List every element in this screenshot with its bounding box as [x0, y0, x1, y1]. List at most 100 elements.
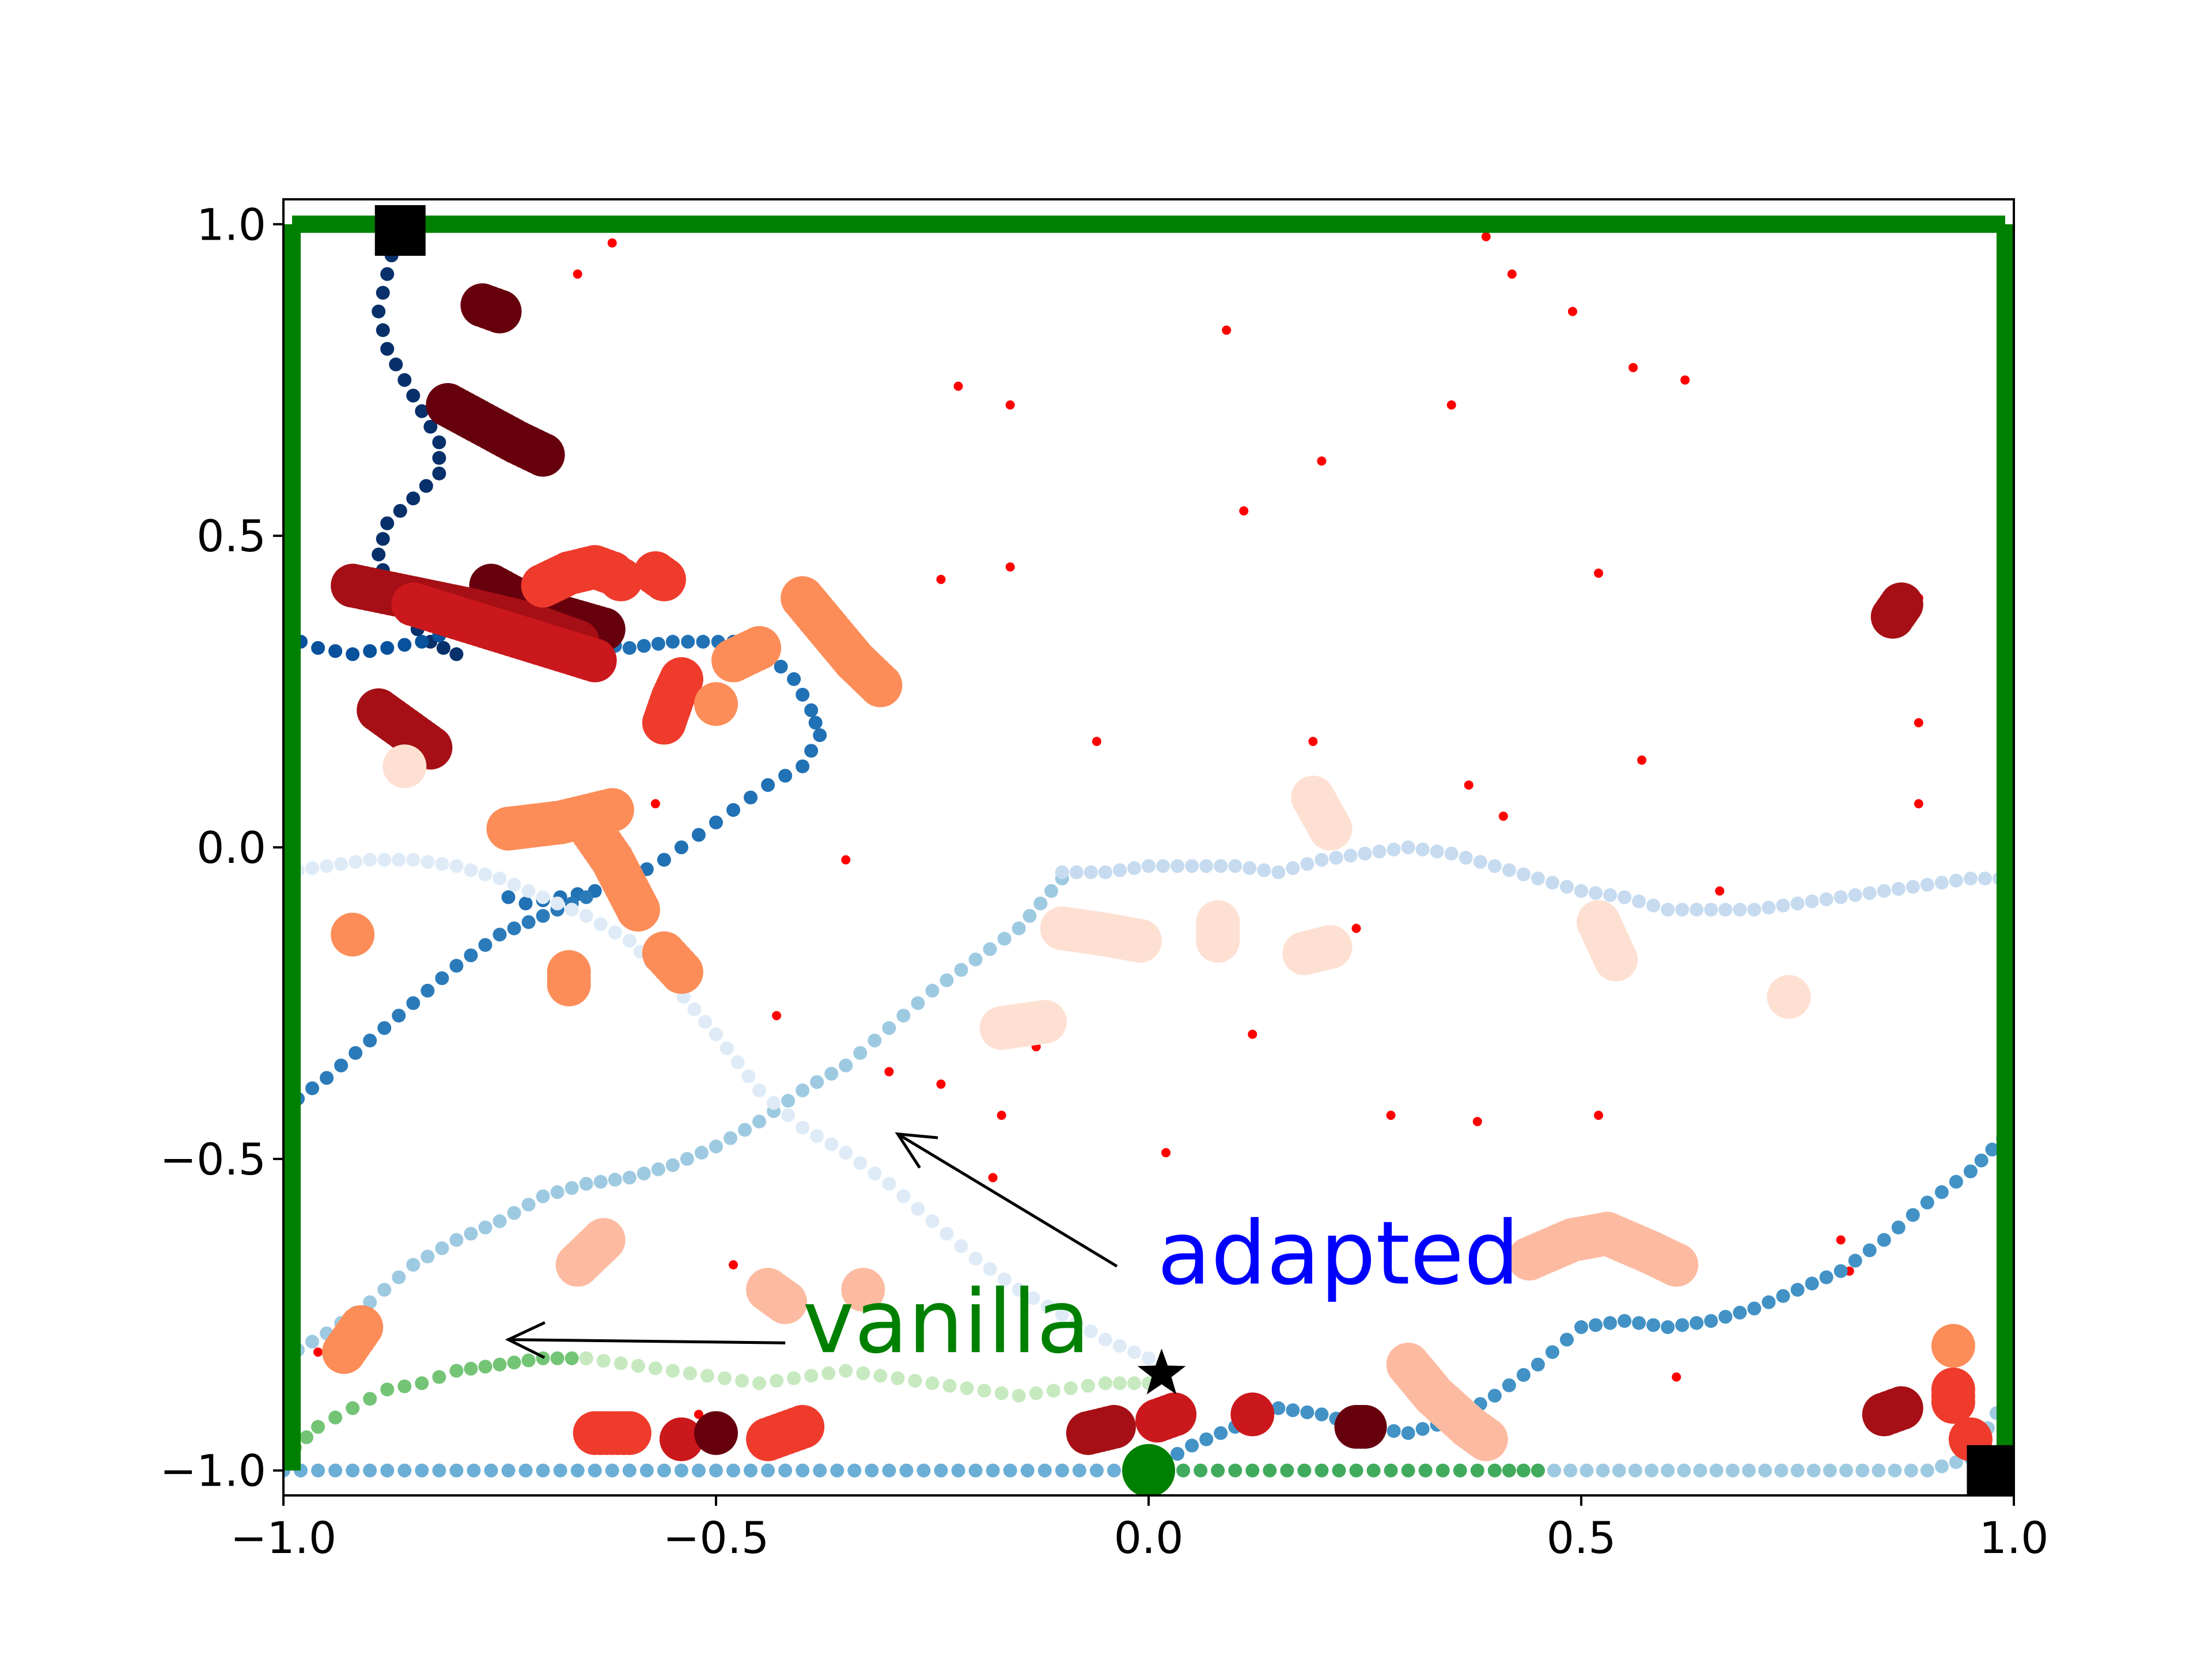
trajectory-point: [377, 853, 392, 867]
x-tick-label: −0.5: [663, 1512, 770, 1563]
trajectory-point: [311, 1463, 325, 1478]
trajectory-point: [328, 644, 343, 658]
trajectory-point: [1594, 937, 1638, 982]
trajectory-point: [1473, 855, 1487, 869]
trajectory-series: [1291, 775, 1353, 851]
trajectory-point: [856, 1366, 870, 1380]
trajectory-point: [954, 963, 968, 977]
trajectory-point: [1171, 1446, 1185, 1461]
trajectory-point: [1033, 896, 1048, 911]
trajectory-point: [761, 1463, 775, 1478]
trajectory-point: [305, 1081, 320, 1096]
trajectory-series: [555, 1218, 626, 1287]
trajectory-point: [1243, 861, 1257, 876]
trajectory-point: [642, 700, 686, 745]
trajectory-point: [1098, 865, 1112, 880]
trajectory-point: [637, 1166, 651, 1181]
trajectory-point: [1628, 1463, 1642, 1478]
trajectory-point: [804, 703, 819, 718]
trajectory-point: [1470, 1463, 1484, 1478]
trajectory-point: [397, 373, 412, 387]
trajectory-point: [1280, 1463, 1294, 1478]
trajectory-point: [1931, 1368, 1975, 1412]
trajectory-point: [436, 641, 450, 655]
trajectory-point: [1418, 1463, 1433, 1478]
trajectory-point: [787, 1371, 801, 1385]
trajectory-point: [1790, 1463, 1805, 1478]
trajectory-point: [911, 1202, 925, 1216]
trajectory-series: [841, 1268, 885, 1312]
trajectory-point: [925, 1376, 940, 1391]
trajectory-point: [853, 1156, 868, 1171]
trajectory-point: [1718, 1309, 1733, 1324]
trajectory-point: [1545, 876, 1559, 890]
obstacle-point: [607, 238, 617, 248]
trajectory-point: [622, 641, 637, 655]
trajectory-point: [432, 450, 446, 465]
trajectory-point: [1645, 1463, 1659, 1478]
trajectory-point: [796, 1083, 810, 1097]
trajectory-point: [997, 931, 1012, 946]
trajectory-point: [997, 1272, 1012, 1286]
trajectory-point: [1762, 1295, 1776, 1309]
trajectory-point: [484, 1463, 498, 1478]
trajectory-series: [694, 1411, 738, 1455]
trajectory-point: [550, 1185, 565, 1199]
trajectory-point: [1718, 903, 1733, 917]
trajectory-point: [1776, 898, 1790, 912]
trajectory-point: [573, 1411, 617, 1455]
trajectory-point: [501, 890, 516, 904]
trajectory-point: [1003, 1463, 1017, 1478]
trajectory-point: [968, 1251, 983, 1266]
trajectory-point: [363, 1463, 377, 1478]
trajectory-point: [376, 532, 390, 546]
trajectory-point: [899, 1463, 914, 1478]
trajectory-point: [1872, 1463, 1886, 1478]
trajectory-point: [1805, 1277, 1819, 1291]
obstacle-point: [936, 1080, 946, 1089]
trajectory-point: [1487, 1463, 1502, 1478]
trajectory-point: [1819, 892, 1834, 907]
annotations-layer: adapted vanilla: [505, 1132, 1520, 1373]
trajectory-point: [1949, 1175, 1963, 1189]
trajectory-point: [421, 983, 435, 998]
trajectory-point: [415, 635, 429, 649]
obstacle-point: [1481, 232, 1491, 241]
trajectory-point: [377, 1021, 392, 1035]
trajectory-point: [493, 927, 507, 942]
trajectory-point: [1805, 894, 1819, 908]
markers-layer: [374, 205, 2014, 1495]
trajectory-point: [1081, 1378, 1095, 1393]
obstacle-point: [841, 855, 851, 865]
trajectory-point: [406, 996, 421, 1010]
trajectory-point: [376, 323, 390, 338]
trajectory-point: [570, 1463, 585, 1478]
trajectory-point: [1098, 1376, 1112, 1391]
trajectory-point: [824, 1137, 839, 1152]
trajectory-point: [1194, 1463, 1208, 1478]
obstacle-point: [1161, 1148, 1171, 1158]
trajectory-point: [700, 1369, 714, 1383]
trajectory-point: [687, 1002, 702, 1017]
trajectory-point: [415, 404, 429, 418]
trajectory-point: [1661, 1463, 1675, 1478]
obstacle-point: [650, 799, 660, 809]
trajectory-point: [406, 491, 421, 506]
trajectory-point: [432, 466, 446, 480]
trajectory-point: [435, 1241, 449, 1255]
trajectory-point: [1012, 1388, 1026, 1403]
obstacle-point: [1005, 400, 1015, 410]
trajectory-point: [940, 1226, 954, 1241]
trajectory-point: [1046, 1384, 1060, 1398]
trajectory-point: [372, 547, 386, 562]
trajectory-point: [1758, 1463, 1772, 1478]
trajectory-point: [698, 1014, 713, 1029]
trajectory-point: [665, 635, 680, 649]
trajectory-point: [778, 768, 793, 783]
trajectory-point: [1806, 1463, 1821, 1478]
obstacle-point: [772, 1011, 782, 1021]
trajectory-point: [1963, 1164, 1978, 1179]
trajectory-point: [1661, 903, 1675, 917]
trajectory-series: [1862, 1386, 1923, 1437]
trajectory-point: [372, 304, 386, 319]
